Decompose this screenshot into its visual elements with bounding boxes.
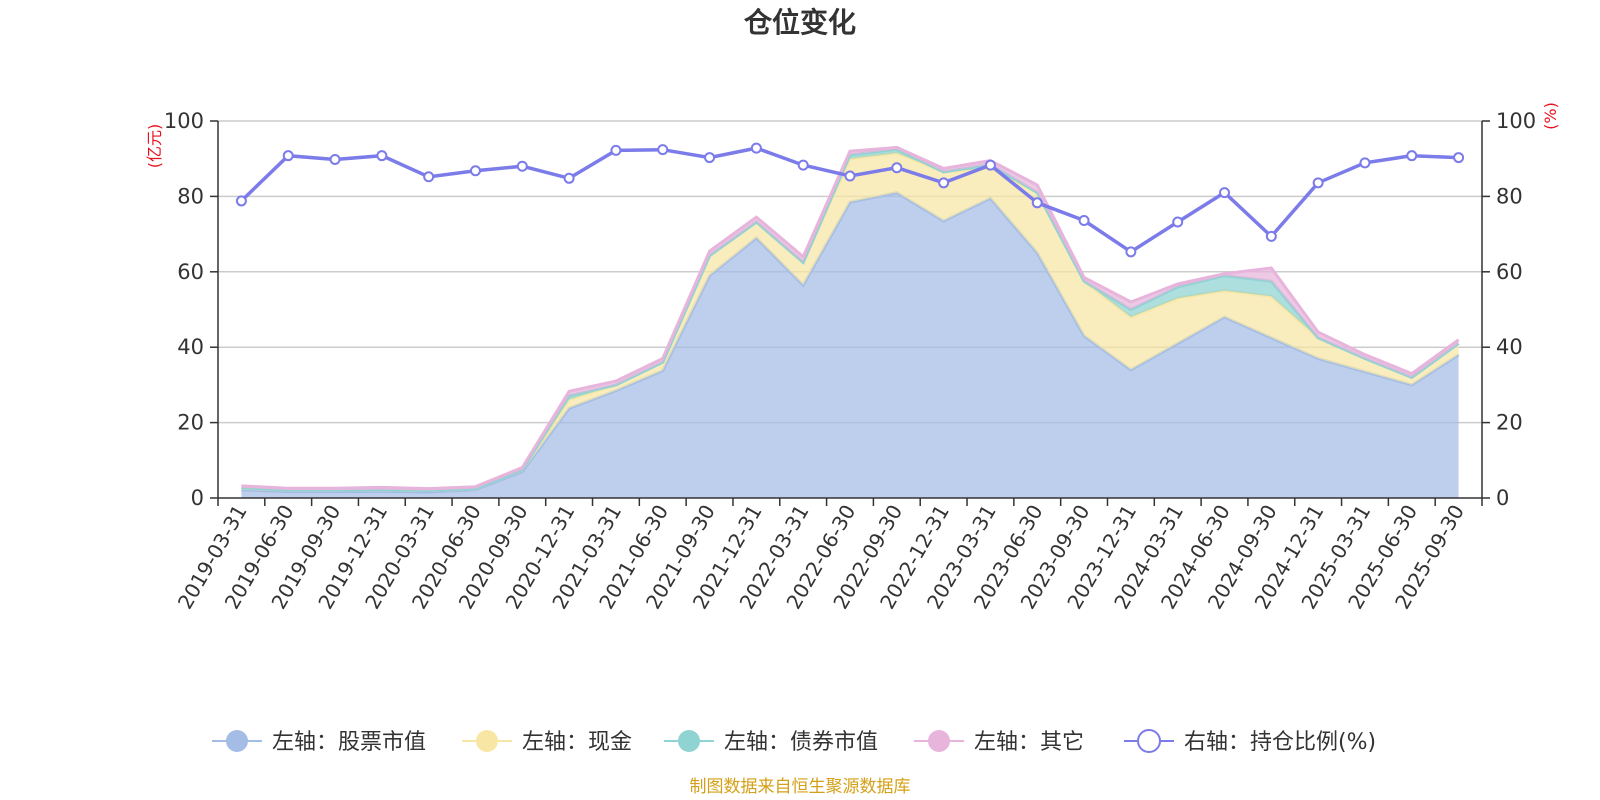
- legend-label: 右轴：持仓比例(%): [1184, 730, 1376, 755]
- legend-marker: [476, 730, 498, 752]
- right-axis-tick-label: 100: [1496, 109, 1536, 133]
- right-axis-tick-label: 80: [1496, 184, 1523, 208]
- ratio-point: [1172, 216, 1184, 228]
- area-左轴：股票市值: [241, 192, 1459, 498]
- ratio-point: [1219, 187, 1231, 199]
- data-source-note: 制图数据来自恒生聚源数据库: [690, 777, 911, 797]
- left-axis-tick-label: 100: [164, 109, 204, 133]
- legend-label: 左轴：其它: [974, 730, 1084, 755]
- ratio-point: [1265, 230, 1277, 242]
- x-axis-ticks: 2019-03-312019-06-302019-09-302019-12-31…: [173, 500, 1469, 613]
- right-axis-tick-label: 0: [1496, 486, 1509, 510]
- ratio-point: [610, 144, 622, 156]
- ratio-point: [938, 177, 950, 189]
- right-axis-ticks: 0 20 40 60 80 100: [1496, 109, 1536, 510]
- ratio-point: [423, 171, 435, 183]
- stacked-areas: [241, 145, 1460, 498]
- legend: 左轴：股票市值 左轴：现金 左轴：债券市值 左轴：其它 右轴：持仓比例(%): [212, 729, 1376, 755]
- ratio-point: [282, 150, 294, 162]
- legend-marker: [678, 730, 700, 752]
- left-axis-tick-label: 80: [177, 184, 204, 208]
- left-axis-tick-label: 40: [177, 335, 204, 359]
- ratio-point: [704, 152, 716, 164]
- left-axis-tick-label: 0: [191, 486, 204, 510]
- ratio-point: [657, 144, 669, 156]
- right-axis-tick-label: 20: [1496, 411, 1523, 435]
- legend-marker: [1137, 729, 1161, 753]
- ratio-point: [516, 160, 528, 172]
- ratio-point: [329, 153, 341, 165]
- ratio-point: [563, 172, 575, 184]
- ratio-point: [1031, 197, 1043, 209]
- right-axis-tick-label: 60: [1496, 260, 1523, 284]
- ratio-point: [1078, 215, 1090, 227]
- left-axis-unit: (亿元): [145, 124, 164, 169]
- ratio-point: [797, 159, 809, 171]
- ratio-point: [750, 142, 762, 154]
- ratio-point: [1125, 246, 1137, 258]
- ratio-point: [469, 165, 481, 177]
- ratio-point: [1406, 150, 1418, 162]
- left-axis-ticks: 0 20 40 60 80 100: [164, 109, 204, 510]
- ratio-point: [1312, 177, 1324, 189]
- ratio-point: [984, 159, 996, 171]
- chart-title: 仓位变化: [744, 6, 856, 39]
- legend-label: 左轴：现金: [522, 730, 632, 755]
- ratio-point: [844, 170, 856, 182]
- area-edge-左轴：其它: [241, 145, 1460, 491]
- ratio-point: [235, 195, 247, 207]
- ratio-point: [891, 162, 903, 174]
- legend-label: 左轴：股票市值: [272, 730, 426, 755]
- holding-ratio-line: [235, 142, 1465, 258]
- ratio-point: [1359, 157, 1371, 169]
- ratio-point: [376, 150, 388, 162]
- legend-marker: [226, 730, 248, 752]
- axes: [210, 120, 1490, 506]
- left-axis-tick-label: 20: [177, 411, 204, 435]
- legend-label: 左轴：债券市值: [724, 730, 878, 755]
- legend-marker: [928, 730, 950, 752]
- right-axis-tick-label: 40: [1496, 335, 1523, 359]
- left-axis-tick-label: 60: [177, 260, 204, 284]
- right-axis-unit: (%): [1541, 102, 1560, 130]
- ratio-point: [1453, 152, 1465, 164]
